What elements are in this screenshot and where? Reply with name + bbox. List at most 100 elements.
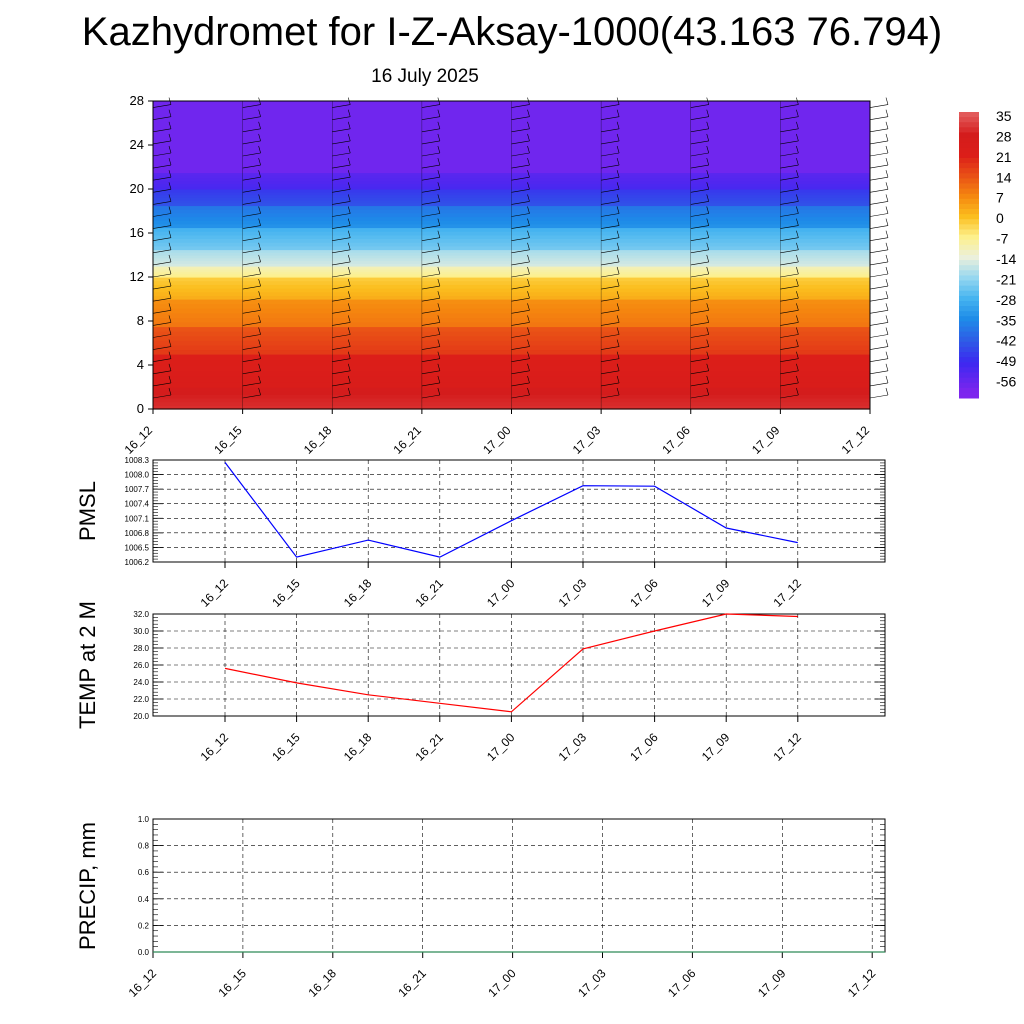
wind-barb <box>796 170 799 178</box>
heatmap-y-tick-label: 20 <box>130 181 144 196</box>
wind-barb <box>258 182 261 190</box>
wind-barb <box>780 152 799 157</box>
wind-barb <box>616 109 620 117</box>
wind-barb <box>258 291 261 299</box>
y-tick-label: 24.0 <box>133 678 149 687</box>
wind-barb <box>168 279 172 287</box>
wind-barb <box>152 358 172 362</box>
colorbar-swatch <box>959 163 979 169</box>
wind-barb <box>796 242 799 250</box>
wind-barb <box>601 164 620 169</box>
x-tick-label: 17_09 <box>699 576 733 610</box>
wind-barb <box>258 266 261 275</box>
wind-barb <box>616 230 620 238</box>
wind-barb <box>601 370 620 375</box>
wind-barb <box>152 164 172 169</box>
wind-barb <box>706 242 710 250</box>
wind-barb <box>168 387 172 396</box>
wind-barb <box>421 358 440 362</box>
colorbar-swatch <box>959 198 979 205</box>
wind-barb <box>332 116 351 120</box>
wind-barb <box>616 303 620 311</box>
wind-barb <box>706 303 710 311</box>
wind-barb <box>690 346 709 350</box>
wind-barb <box>796 266 799 275</box>
wind-barb <box>885 230 889 238</box>
wind-barb <box>152 116 172 120</box>
wind-barb <box>152 273 172 278</box>
wind-barb <box>152 394 172 399</box>
wind-barb <box>706 279 710 287</box>
x-tick-label: 17_03 <box>575 966 609 1000</box>
wind-barb <box>690 104 709 108</box>
x-tick-label: 17_12 <box>845 966 879 1000</box>
wind-barb <box>796 375 799 383</box>
wind-barb <box>885 218 889 226</box>
wind-barb <box>601 273 620 278</box>
wind-barb <box>347 158 351 166</box>
wind-barb <box>347 133 351 141</box>
wind-barb <box>332 310 351 314</box>
wind-barb <box>885 327 889 335</box>
colorbar-swatch <box>959 224 979 230</box>
wind-barb <box>527 121 530 129</box>
wind-barb <box>437 279 441 287</box>
wind-barb <box>258 339 261 347</box>
wind-barb <box>706 254 710 262</box>
heatmap-y-tick-label: 28 <box>130 93 144 108</box>
wind-barb <box>332 128 351 133</box>
wind-barb <box>885 375 889 383</box>
wind-barb <box>242 310 261 314</box>
colorbar-swatch <box>959 255 979 261</box>
y-tick-label: 1006.2 <box>125 558 150 567</box>
wind-barb <box>347 121 351 129</box>
wind-barb <box>601 213 620 217</box>
x-tick-label: 16_21 <box>412 576 446 610</box>
heatmap-x-tick-label: 17_12 <box>839 423 873 457</box>
wind-barb <box>601 285 620 290</box>
wind-barb <box>168 158 172 166</box>
wind-barb <box>168 218 172 226</box>
wind-barb <box>690 285 709 290</box>
wind-barb <box>869 213 889 217</box>
y-tick-label: 1.0 <box>138 815 150 824</box>
wind-barb <box>796 230 799 238</box>
wind-barb <box>332 322 351 326</box>
wind-barb <box>152 285 172 290</box>
wind-barb <box>601 382 620 387</box>
wind-barb <box>885 206 889 214</box>
wind-barb <box>780 128 799 133</box>
wind-barb <box>258 303 261 311</box>
colorbar-label: 7 <box>996 190 1004 206</box>
wind-barb <box>796 133 799 141</box>
wind-barb <box>601 152 620 157</box>
colorbar-swatch <box>959 132 979 139</box>
wind-barb <box>242 213 261 217</box>
wind-barb <box>796 387 799 396</box>
chart-title: Kazhydromet for I-Z-Aksay-1000(43.163 76… <box>81 10 943 54</box>
wind-barb <box>601 310 620 314</box>
wind-barb <box>690 189 709 193</box>
wind-barb <box>706 194 710 202</box>
wind-barb <box>706 315 710 323</box>
wind-barb <box>869 116 889 120</box>
wind-barb <box>242 152 261 157</box>
y-tick-label: 20.0 <box>133 712 149 721</box>
wind-barb <box>527 109 530 117</box>
colorbar-label: -42 <box>996 333 1016 349</box>
wind-barb <box>242 164 261 169</box>
wind-barb <box>332 189 351 193</box>
x-tick-label: 16_12 <box>198 576 232 610</box>
wind-barb <box>706 351 710 359</box>
wind-barb <box>242 261 261 266</box>
wind-barb <box>437 387 441 396</box>
x-tick-label: 17_09 <box>755 966 789 1000</box>
wind-barb <box>869 201 889 205</box>
colorbar-swatch <box>959 137 979 144</box>
wind-barb <box>511 285 530 290</box>
wind-barb <box>796 194 799 202</box>
wind-barb <box>242 140 261 145</box>
wind-barb <box>332 249 351 254</box>
wind-barb <box>601 116 620 120</box>
